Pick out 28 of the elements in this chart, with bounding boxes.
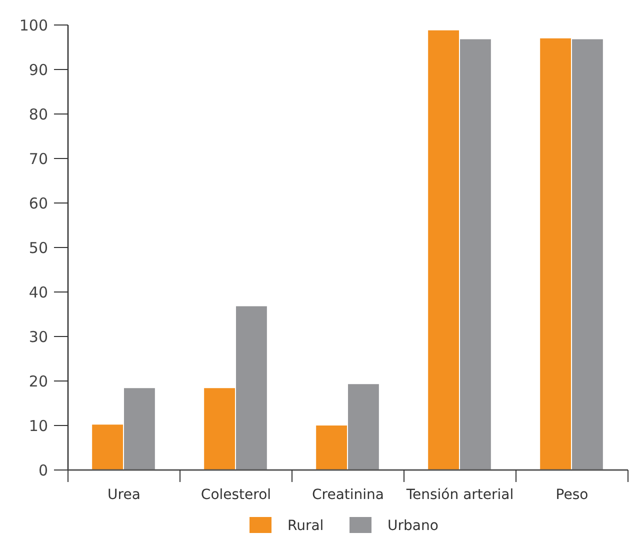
y-tick-label: 60 bbox=[28, 194, 48, 212]
bar bbox=[460, 39, 491, 470]
x-tick-label: Tensión arterial bbox=[405, 487, 514, 503]
x-tick-label: Colesterol bbox=[200, 487, 272, 503]
y-tick-label: 50 bbox=[28, 238, 48, 257]
bar bbox=[572, 39, 603, 470]
x-tick-label: Urea bbox=[108, 487, 140, 503]
bar bbox=[124, 388, 155, 470]
y-tick-label: 10 bbox=[28, 416, 48, 435]
x-tick-label: Creatinina bbox=[312, 487, 384, 503]
y-tick-label: 80 bbox=[28, 105, 48, 124]
y-tick-label: 0 bbox=[38, 461, 48, 480]
legend-label: Urbano bbox=[388, 518, 438, 534]
bar bbox=[428, 30, 459, 470]
y-tick-label: 70 bbox=[28, 150, 48, 168]
bar bbox=[204, 388, 235, 470]
legend-label: Rural bbox=[288, 518, 324, 534]
bar bbox=[316, 426, 347, 470]
x-tick-label: Peso bbox=[556, 487, 588, 503]
y-tick-label: 100 bbox=[19, 16, 48, 34]
y-tick-label: 90 bbox=[28, 60, 48, 79]
bar bbox=[92, 424, 123, 470]
bar bbox=[540, 38, 571, 470]
bar bbox=[348, 384, 379, 470]
y-tick-label: 30 bbox=[28, 328, 48, 346]
y-tick-label: 20 bbox=[28, 372, 48, 390]
bar bbox=[236, 306, 267, 470]
y-tick-label: 40 bbox=[28, 283, 48, 302]
